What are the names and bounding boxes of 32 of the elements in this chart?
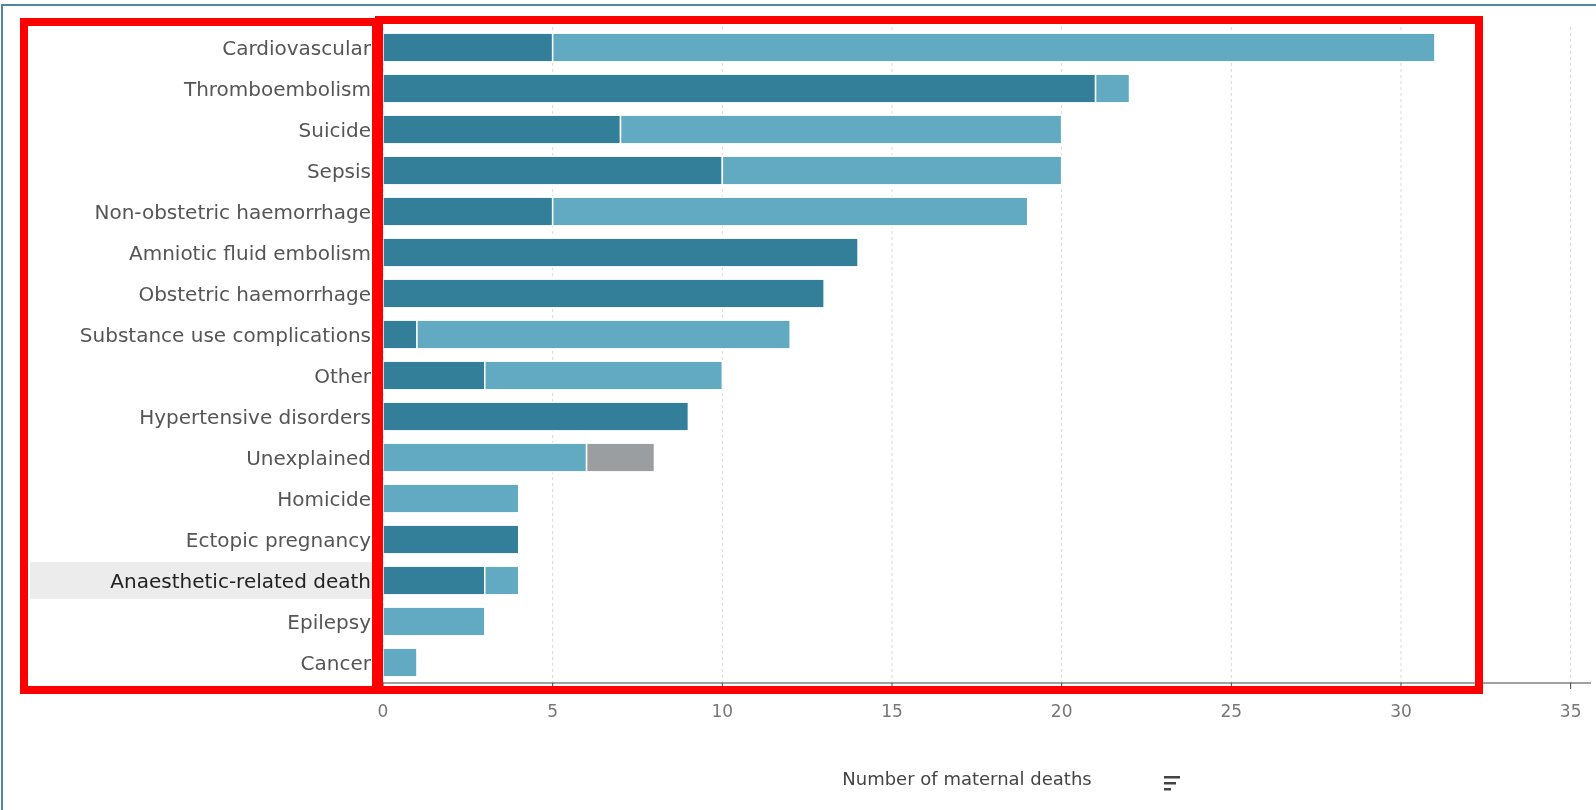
y-tick-label: Thromboembolism [182, 76, 371, 101]
x-tick-label: 10 [711, 701, 734, 721]
bar [382, 237, 859, 268]
y-tick-label: Ectopic pregnancy [185, 527, 372, 552]
y-tick-label: Suicide [298, 117, 371, 142]
y-tick-label: Amniotic fluid embolism [128, 240, 371, 265]
x-axis-title: Number of maternal deaths [842, 768, 1092, 789]
y-tick-label: Sepsis [306, 158, 371, 183]
y-tick-label: Substance use complications [79, 322, 371, 347]
x-tick-label: 25 [1220, 701, 1243, 721]
bar [382, 278, 825, 309]
y-tick-label: Non-obstetric haemorrhage [94, 199, 371, 224]
y-tick-label: Unexplained [246, 445, 371, 470]
x-tick-label: 20 [1050, 701, 1073, 721]
y-tick-label: Anaesthetic-related death [110, 568, 371, 593]
x-tick-label: 5 [547, 701, 559, 721]
bar [382, 524, 520, 555]
bar [382, 401, 690, 432]
y-tick-label: Cardiovascular [222, 35, 372, 60]
y-tick-label: Epilepsy [287, 609, 372, 634]
x-tick-label: 0 [377, 701, 389, 721]
x-tick-label: 15 [881, 701, 903, 721]
y-tick-label: Other [314, 363, 372, 388]
bar [382, 606, 486, 637]
y-tick-label: Hypertensive disorders [139, 404, 371, 429]
x-tick-label: 30 [1390, 701, 1412, 721]
y-tick-label: Obstetric haemorrhage [138, 281, 371, 306]
x-tick-label: 35 [1559, 701, 1582, 721]
bar [382, 647, 418, 678]
bar [382, 483, 520, 514]
y-tick-label: Homicide [277, 486, 371, 511]
y-tick-label: Cancer [300, 650, 372, 675]
